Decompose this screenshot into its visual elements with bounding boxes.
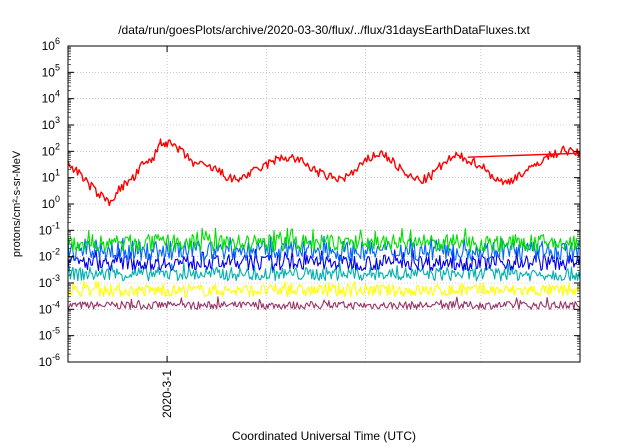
y-tick-label-exponent: 4 [55,89,60,99]
x-tick-label: 2020-3-1 [160,370,174,418]
y-tick-label: 10-2 [39,247,60,264]
y-tick-label: 101 [42,168,60,185]
y-tick-label: 104 [42,89,60,106]
y-tick-label-exponent: -3 [52,273,60,283]
y-tick-label-base: 10 [42,39,56,53]
y-tick-label-base: 10 [42,197,56,211]
chart-title: /data/run/goesPlots/archive/2020-03-30/f… [118,23,530,37]
series-line-6 [67,296,581,310]
y-tick-label-exponent: 5 [55,62,60,72]
y-tick-label-base: 10 [39,223,53,237]
y-tick-label-exponent: 2 [55,141,60,151]
y-tick-label-base: 10 [39,250,53,264]
series-line-1 [67,227,581,253]
y-tick-label: 103 [42,115,60,132]
y-tick-label-base: 10 [39,355,53,369]
series-gap-connector [467,152,581,158]
y-tick-label: 10-5 [39,326,60,343]
x-axis-label: Coordinated Universal Time (UTC) [232,429,416,443]
y-tick-label-exponent: -5 [52,326,60,336]
y-tick-label-base: 10 [39,276,53,290]
y-tick-label-base: 10 [39,329,53,343]
y-tick-label-exponent: 3 [55,115,60,125]
y-tick-label-base: 10 [42,171,56,185]
series-line-5 [67,280,581,298]
y-tick-label: 100 [42,194,60,211]
grid [68,46,580,362]
y-tick-label: 10-1 [39,220,60,237]
series-line-3 [67,248,581,271]
y-tick-label-exponent: -2 [52,247,60,257]
series-line-2 [67,235,581,262]
y-tick-label-base: 10 [39,302,53,316]
y-tick-label: 105 [42,62,60,79]
y-tick-label: 10-6 [39,352,60,369]
y-tick-label-base: 10 [42,65,56,79]
y-tick-label: 10-4 [39,299,60,316]
y-tick-label-exponent: -6 [52,352,60,362]
y-tick-label-base: 10 [42,118,56,132]
y-tick-label: 102 [42,141,60,158]
y-tick-label-exponent: -1 [52,220,60,230]
x-ticks: 2020-3-1 [160,46,174,418]
y-axis-label: protons/cm²-s-sr-MeV [11,150,23,257]
y-tick-label: 10-3 [39,273,60,290]
y-tick-label-base: 10 [42,144,56,158]
y-tick-label-exponent: 6 [55,36,60,46]
series-line-0 [67,138,581,207]
series-layer [67,138,581,310]
y-tick-label-exponent: 0 [55,194,60,204]
y-tick-label-exponent: -4 [52,299,60,309]
y-tick-label-base: 10 [42,92,56,106]
y-ticks: 10-610-510-410-310-210-11001011021031041… [39,36,580,369]
series-line-4 [67,262,581,282]
y-tick-label: 106 [42,36,60,53]
y-tick-label-exponent: 1 [55,168,60,178]
